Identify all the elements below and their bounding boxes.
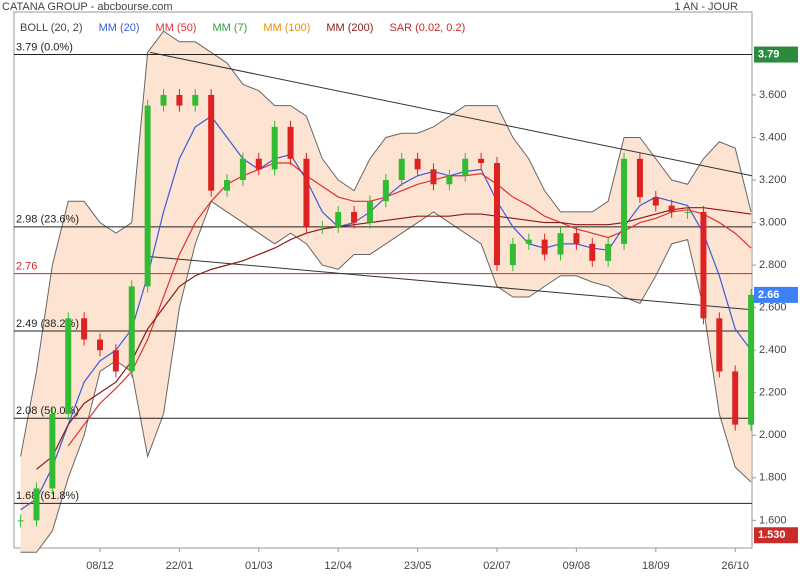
candle [414, 158, 421, 170]
y-tick-label: 3.600 [759, 89, 787, 101]
legend-entry: MM (50) [156, 22, 197, 34]
candle [351, 211, 358, 223]
candle [192, 94, 199, 106]
candle [319, 226, 326, 228]
level-label: 3.79 (0.0%) [16, 41, 73, 53]
x-tick-label: 12/04 [324, 560, 352, 572]
candle [589, 243, 596, 261]
candle [49, 414, 56, 489]
candle [557, 233, 564, 255]
candle [700, 211, 707, 319]
legend-entry: MM (7) [212, 22, 247, 34]
candle [541, 239, 548, 255]
y-tick-label: 3.400 [759, 131, 787, 143]
candle [160, 94, 167, 106]
price-badge-label: 1.530 [758, 529, 786, 541]
level-label: 1.68 (61.8%) [16, 490, 79, 502]
candle [287, 126, 294, 159]
candle [208, 94, 215, 191]
legend-entry: MM (20) [99, 22, 140, 34]
candle [605, 243, 612, 261]
price-badge [754, 46, 798, 63]
candle [382, 180, 389, 202]
y-tick-label: 2.800 [759, 259, 787, 271]
candle [303, 158, 310, 227]
candle [112, 350, 119, 372]
candle [716, 318, 723, 372]
legend-entry: BOLL (20, 2) [20, 22, 83, 34]
candle [652, 197, 659, 206]
y-tick-label: 3.000 [759, 216, 787, 228]
candle [398, 158, 405, 181]
bollinger-band [20, 31, 752, 553]
candle [494, 163, 500, 266]
y-tick-label: 1.800 [759, 472, 787, 484]
candle [366, 201, 373, 223]
candle [271, 126, 278, 170]
candle [255, 158, 262, 170]
price-badge [754, 527, 798, 544]
x-tick-label: 26/10 [721, 560, 749, 572]
candle [176, 94, 183, 106]
candle [732, 371, 739, 425]
candle [81, 318, 88, 340]
moving-average [67, 162, 752, 447]
x-tick-label: 09/08 [563, 560, 591, 572]
moving-average [36, 207, 752, 470]
trendline [149, 51, 753, 177]
y-tick-label: 1.600 [759, 514, 787, 526]
price-badge [754, 286, 798, 303]
period: 1 AN - JOUR [674, 1, 738, 13]
level-label: 2.98 (23.6%) [16, 214, 79, 226]
x-tick-label: 08/12 [86, 560, 114, 572]
candle [636, 158, 643, 198]
legend-entry: MM (100) [263, 22, 310, 34]
candle [17, 520, 24, 522]
level-label: 2.49 (38.2%) [16, 318, 79, 330]
candle [446, 175, 453, 185]
candle [224, 180, 231, 191]
candle [144, 105, 151, 287]
candle [478, 158, 485, 164]
candle [97, 339, 103, 351]
level-label: 2.76 [16, 261, 37, 273]
y-tick-label: 2.600 [759, 302, 787, 314]
candle [430, 169, 437, 185]
bollinger-upper [20, 30, 752, 457]
candle [573, 233, 580, 244]
candle [33, 488, 40, 521]
candle [748, 294, 755, 425]
candle [509, 243, 516, 266]
candle [668, 205, 675, 212]
price-badge-label: 2.66 [758, 289, 779, 301]
x-tick-label: 23/05 [404, 560, 432, 572]
candle [525, 239, 532, 244]
chart-title: CATANA GROUP - abcbourse.com [2, 1, 173, 13]
x-tick-label: 02/07 [483, 560, 511, 572]
candle [128, 286, 135, 372]
candle [462, 158, 469, 176]
x-tick-label: 01/03 [245, 560, 273, 572]
candle [335, 211, 342, 227]
candle [621, 158, 628, 244]
y-tick-label: 2.000 [759, 429, 787, 441]
trendline [149, 256, 753, 311]
x-tick-label: 18/09 [642, 560, 670, 572]
price-badge-label: 3.79 [758, 48, 779, 60]
candle [65, 318, 72, 414]
candle [239, 158, 246, 181]
x-tick-label: 22/01 [166, 560, 194, 572]
y-tick-label: 2.400 [759, 344, 787, 356]
legend-entry: MM (200) [326, 22, 373, 34]
candle [684, 211, 691, 213]
y-tick-label: 3.200 [759, 174, 787, 186]
legend-entry: SAR (0.02, 0.2) [389, 22, 465, 34]
y-tick-label: 2.200 [759, 387, 787, 399]
level-label: 2.08 (50.0%) [16, 405, 79, 417]
